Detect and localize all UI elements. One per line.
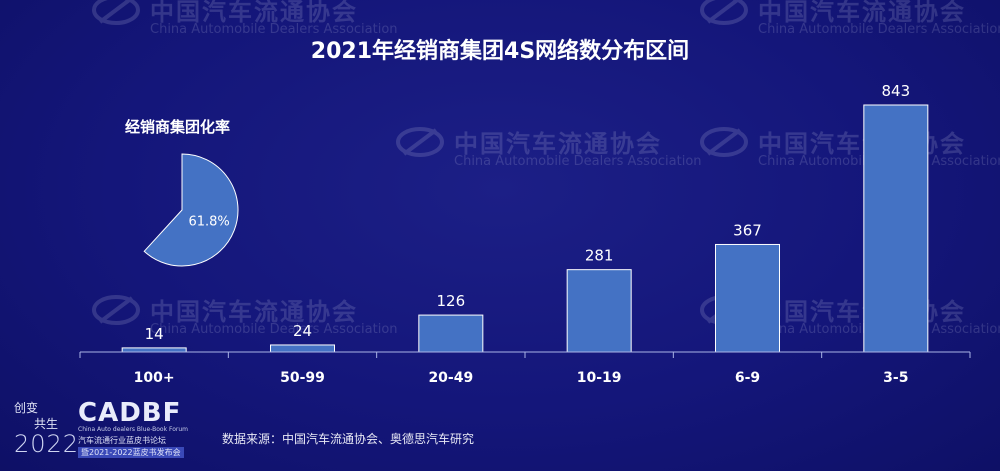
x-axis-tick-label: 100+ <box>134 370 175 386</box>
x-axis-tick-label: 20-49 <box>428 370 473 386</box>
bar-value-label: 843 <box>882 82 911 100</box>
x-axis-tick-label: 50-99 <box>280 370 325 386</box>
bar-10-19 <box>566 269 632 353</box>
bar-50-99 <box>270 344 335 353</box>
bar-value-labels: 14 24 126 281 367 843 <box>145 82 911 343</box>
chart-title: 2021年经销商集团4S网络数分布区间 <box>310 39 690 64</box>
bar-6-9 <box>715 243 780 353</box>
bar-20-49 <box>418 314 484 353</box>
brand-slogan-line2: 共生 <box>34 417 59 431</box>
bar-series <box>121 104 929 353</box>
brand-slogan: 创变 共生 <box>14 400 58 432</box>
x-axis-tick-label: 6-9 <box>735 370 760 386</box>
brand-subtitle-cn: 汽车流通行业蓝皮书论坛 <box>78 436 166 445</box>
brand-name: CADBF <box>78 398 182 428</box>
bar-100+ <box>121 347 187 353</box>
x-axis-ticks <box>79 352 971 358</box>
bar-value-label: 367 <box>733 221 762 239</box>
brand-year: 2022 <box>14 430 80 458</box>
bar-3-5 <box>863 104 929 353</box>
cadbf-brand: 创变 共生 2022 CADBF China Auto dealers Blue… <box>14 398 224 466</box>
x-axis-labels: 100+ 50-99 20-49 10-19 6-9 3-5 <box>134 370 909 386</box>
x-axis-tick-label: 10-19 <box>577 370 622 386</box>
pie-value-label: 61.8% <box>188 215 229 230</box>
bar-value-label: 281 <box>585 247 614 265</box>
brand-slogan-line1: 创变 <box>14 401 39 415</box>
bar-value-label: 14 <box>145 325 164 343</box>
brand-subtitle-event: 暨2021-2022蓝皮书发布会 <box>78 447 184 458</box>
pie-slice-group-rate <box>143 153 239 267</box>
bar-value-label: 126 <box>437 292 466 310</box>
pie-title: 经销商集团化率 <box>125 118 231 136</box>
bar-value-label: 24 <box>293 322 312 340</box>
brand-subtitle-en: China Auto dealers Blue-Book Forum <box>78 426 189 433</box>
x-axis-tick-label: 3-5 <box>883 370 908 386</box>
data-source: 数据来源：中国汽车流通协会、奥德思汽车研究 <box>222 432 475 446</box>
pie-chart: 61.8% <box>143 153 239 267</box>
